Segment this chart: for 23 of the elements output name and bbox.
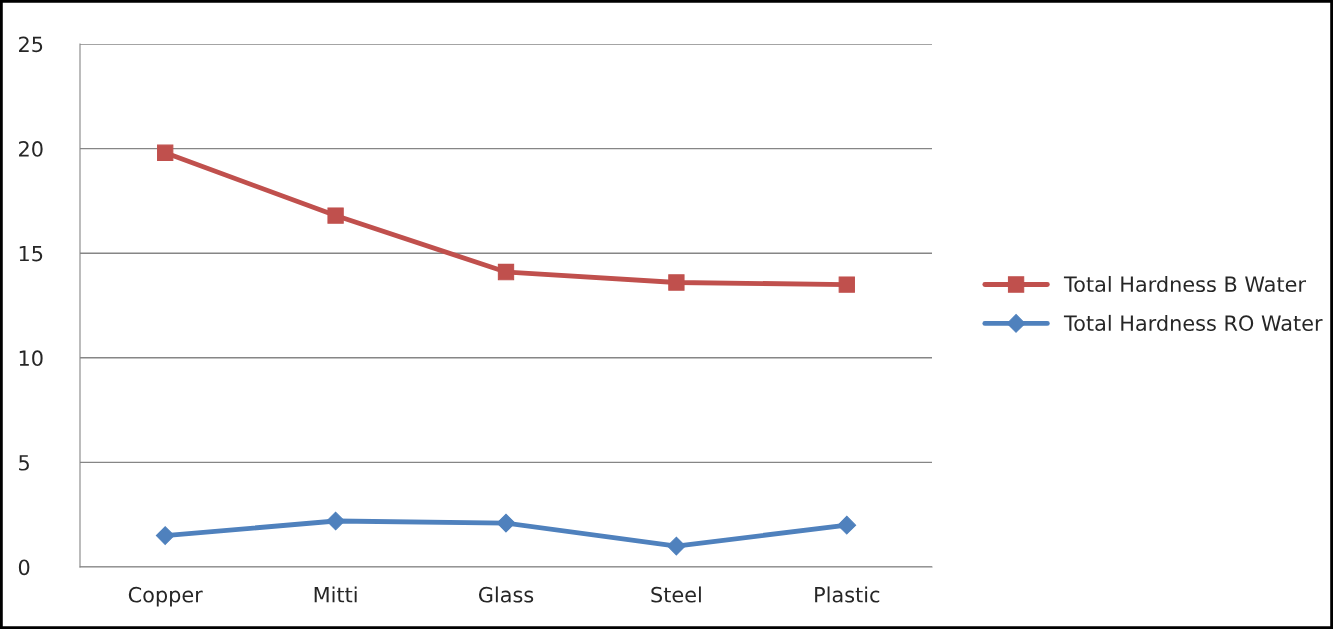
point: [838, 276, 855, 293]
x-tick-label: Steel: [651, 586, 701, 603]
point: [837, 515, 857, 535]
point: [668, 274, 685, 291]
legend-label: Total Hardness B Water: [1063, 275, 1306, 293]
point: [667, 536, 686, 556]
y-tick-label: 20: [19, 141, 43, 157]
y-tick-label: 5: [19, 455, 29, 471]
y-tick-label: 25: [19, 36, 43, 53]
legend-label: Total Hardness RO Water: [1063, 314, 1323, 331]
x-tick-label: Copper: [128, 586, 203, 607]
point: [497, 263, 515, 281]
point: [155, 526, 175, 545]
point: [157, 144, 174, 161]
y-tick-label: 0: [18, 559, 30, 576]
x-tick-label: Plastic: [815, 586, 880, 603]
y-tick-label: 10: [19, 350, 43, 367]
point: [326, 511, 345, 531]
point: [496, 513, 516, 533]
x-tick-label: Mitti: [314, 586, 357, 603]
point: [327, 207, 344, 224]
y-tick-label: 15: [19, 245, 43, 262]
x-tick-label: Glass: [478, 586, 534, 603]
